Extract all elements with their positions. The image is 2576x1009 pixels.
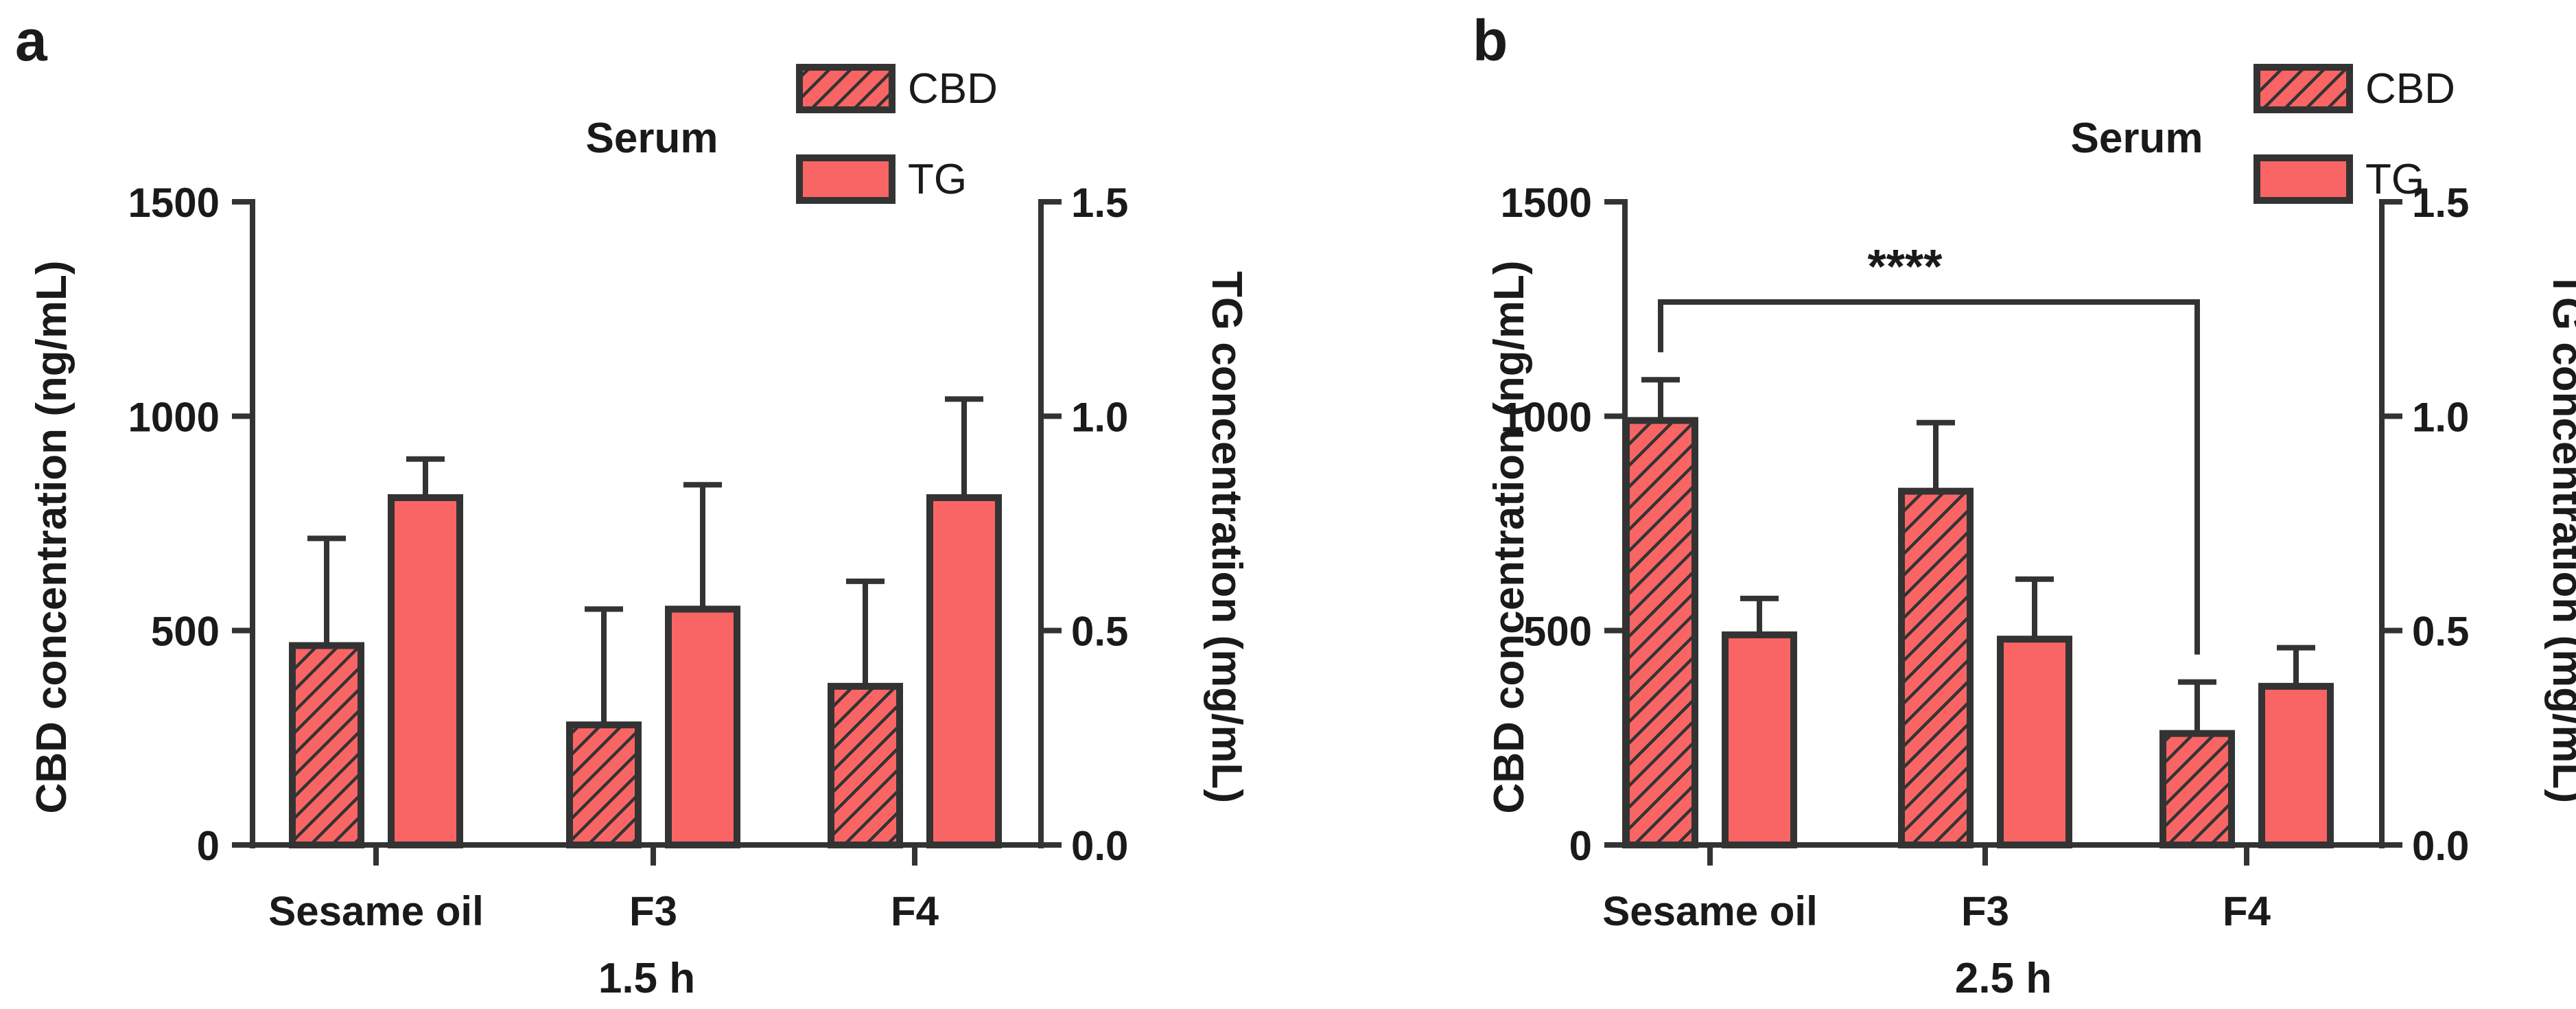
bar-cbd	[1898, 487, 1974, 848]
panel-label: b	[1473, 8, 1508, 73]
legend-swatch-cbd	[2253, 64, 2353, 113]
x-tick-label: Sesame oil	[1602, 888, 1818, 934]
chart-panel-b: b Serum 0 500 1000 1500 0.0 0.5 1.0 1.5 Sesame oil…	[1473, 8, 2576, 1002]
legend-label-tg: TG	[2365, 156, 2424, 203]
x-tick-label: F4	[2223, 888, 2271, 934]
y-tick-label-left: 0	[1569, 823, 1592, 869]
y-tick-label-left: 500	[151, 609, 220, 655]
y-axis-label-left: CBD concentration (ng/mL)	[28, 261, 75, 814]
legend-label-tg: TG	[908, 156, 967, 203]
bar-tg	[1997, 636, 2072, 848]
y-axis-label-right: TG concentration (mg/mL)	[1203, 271, 1250, 803]
x-axis-label: 2.5 h	[1955, 955, 2052, 1002]
x-tick-label: F3	[629, 888, 677, 934]
y-tick-label-right: 1.0	[1071, 394, 1128, 440]
chart-panel-a: a Serum 0 500 1000 1500 0.0 0.5 1.0 1.5 Sesame oil…	[15, 8, 1250, 1002]
y-tick-label-right: 1.5	[2412, 180, 2469, 226]
bar-tg	[665, 605, 740, 849]
y-tick-label-left: 1500	[1501, 180, 1592, 226]
bar-cbd	[828, 682, 903, 849]
y-tick-label-right: 0.0	[1071, 823, 1128, 869]
significance-label: ****	[1868, 240, 1943, 293]
panel-label: a	[15, 8, 48, 73]
y-tick-label-right: 0.5	[2412, 609, 2469, 655]
bar-tg	[1722, 631, 1797, 848]
chart-title: Serum	[586, 115, 718, 162]
y-tick-label-left: 1000	[128, 394, 220, 440]
y-tick-label-right: 1.5	[1071, 180, 1128, 226]
legend-label-cbd: CBD	[908, 65, 998, 113]
x-tick-label: F3	[1961, 888, 2009, 934]
bar-cbd	[1623, 417, 1698, 848]
significance-bracket	[1658, 299, 2200, 655]
y-tick-label-left: 0	[197, 823, 220, 869]
y-tick-label-right: 1.0	[2412, 394, 2469, 440]
x-tick-label: Sesame oil	[268, 888, 484, 934]
bar-tg	[2258, 682, 2334, 849]
y-tick-label-left: 1000	[1501, 394, 1592, 440]
y-tick-label-right: 0.5	[1071, 609, 1128, 655]
y-tick-label-left: 500	[1523, 609, 1592, 655]
legend-swatch-tg	[796, 154, 895, 204]
bar-cbd	[289, 642, 364, 849]
y-axis-label-right: TG concentration (mg/mL)	[2544, 271, 2576, 803]
y-tick-label-right: 0.0	[2412, 823, 2469, 869]
legend-swatch-tg	[2253, 154, 2353, 204]
x-axis-label: 1.5 h	[598, 955, 695, 1002]
legend-swatch-cbd	[796, 64, 895, 113]
legend-label-cbd: CBD	[2365, 65, 2455, 113]
bar-tg	[926, 494, 1002, 849]
bar-tg	[388, 494, 463, 849]
y-axis-label-left: CBD concentration (ng/mL)	[1486, 261, 1533, 814]
bar-cbd	[566, 721, 642, 849]
x-tick-label: F4	[891, 888, 939, 934]
bar-cbd	[2159, 730, 2235, 848]
y-tick-label-left: 1500	[128, 180, 220, 226]
chart-title: Serum	[2071, 115, 2203, 162]
